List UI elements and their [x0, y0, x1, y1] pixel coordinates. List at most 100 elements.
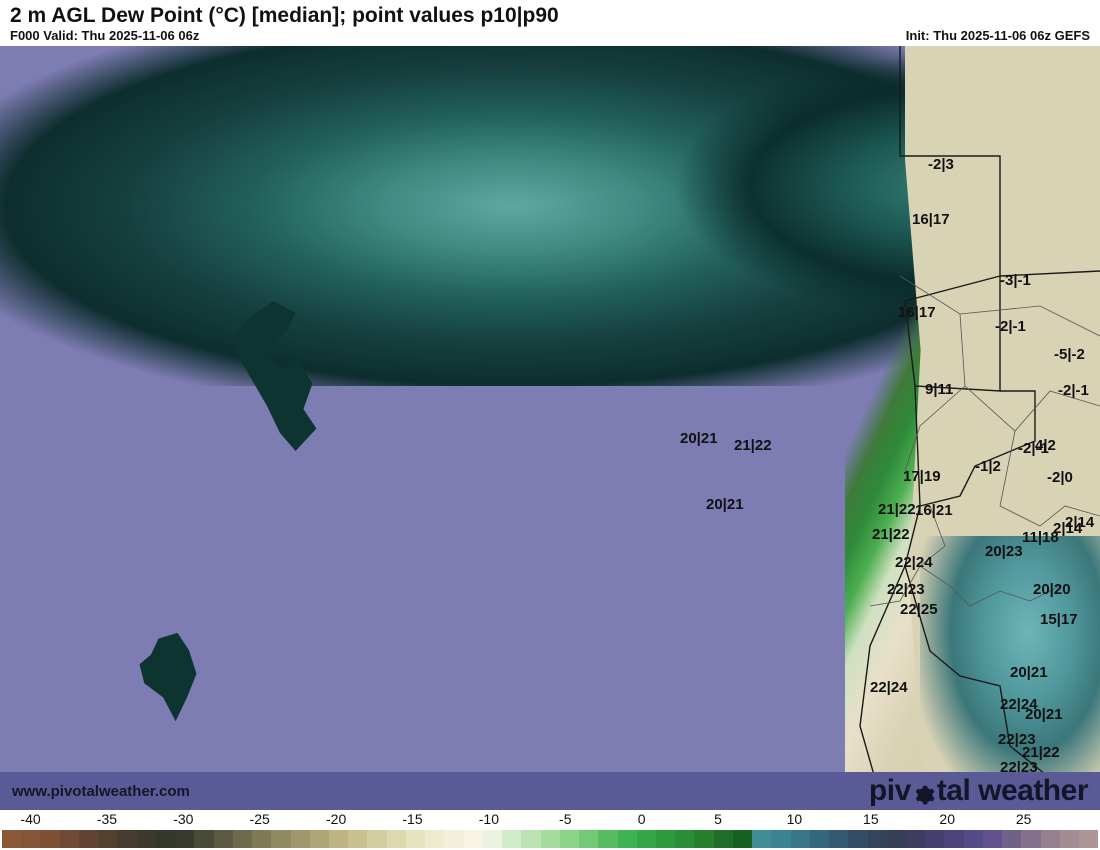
colorbar-tick--40: -40 — [20, 811, 40, 827]
colorbar-segment-49[interactable] — [944, 830, 963, 848]
point-value-label-31[interactable]: 20|21 — [1025, 706, 1063, 723]
point-value-label-12[interactable]: 17|19 — [903, 468, 941, 485]
colorbar-segment-32[interactable] — [618, 830, 637, 848]
colorbar-segment-24[interactable] — [464, 830, 483, 848]
point-value-label-0[interactable]: 20|21 — [680, 430, 718, 447]
colorbar-segment-44[interactable] — [848, 830, 867, 848]
colorbar-segment-41[interactable] — [791, 830, 810, 848]
colorbar-segment-37[interactable] — [714, 830, 733, 848]
colorbar-tick--5: -5 — [559, 811, 571, 827]
colorbar-segment-34[interactable] — [656, 830, 675, 848]
point-value-label-14[interactable]: -2|0 — [1047, 469, 1073, 486]
branding-bar: www.pivotalweather.com piv tal weather — [0, 772, 1100, 810]
colorbar-segment-48[interactable] — [925, 830, 944, 848]
point-value-label-20[interactable]: 21|22 — [872, 526, 910, 543]
point-value-label-27[interactable]: 22|25 — [900, 601, 938, 618]
colorbar-segment-35[interactable] — [675, 830, 694, 848]
point-value-label-13[interactable]: -1|2 — [975, 458, 1001, 475]
point-value-label-21[interactable]: 2|14 — [1053, 520, 1082, 537]
colorbar-segment-38[interactable] — [733, 830, 752, 848]
point-value-label-1[interactable]: 21|22 — [734, 437, 772, 454]
point-value-label-5[interactable]: -3|-1 — [1000, 272, 1031, 289]
colorbar-segment-19[interactable] — [367, 830, 386, 848]
colorbar-segment-45[interactable] — [868, 830, 887, 848]
point-value-label-4[interactable]: 16|17 — [912, 211, 950, 228]
point-value-label-26[interactable]: 15|17 — [1040, 611, 1078, 628]
colorbar-segment-10[interactable] — [194, 830, 213, 848]
colorbar-segment-21[interactable] — [406, 830, 425, 848]
colorbar-segment-15[interactable] — [291, 830, 310, 848]
logo-text-tal-weather: tal weather — [937, 774, 1088, 808]
point-value-label-25[interactable]: 22|23 — [887, 581, 925, 598]
colorbar-segment-31[interactable] — [598, 830, 617, 848]
colorbar-segment-42[interactable] — [810, 830, 829, 848]
colorbar-segment-12[interactable] — [233, 830, 252, 848]
colorbar-segment-6[interactable] — [117, 830, 136, 848]
colorbar-segment-33[interactable] — [637, 830, 656, 848]
colorbar-segment-50[interactable] — [964, 830, 983, 848]
point-value-label-17[interactable]: 21|22 — [878, 501, 916, 518]
colorbar-segment-20[interactable] — [387, 830, 406, 848]
site-url-label: www.pivotalweather.com — [12, 783, 190, 800]
page-title: 2 m AGL Dew Point (°C) [median]; point v… — [10, 4, 1090, 28]
colorbar-segment-4[interactable] — [79, 830, 98, 848]
colorbar-segment-29[interactable] — [560, 830, 579, 848]
colorbar-segment-13[interactable] — [252, 830, 271, 848]
colorbar-footer[interactable]: -40 -35 -30 -25 -20 -15 -10 -5 0 5 10 15 20 25 — [0, 810, 1100, 850]
point-value-label-29[interactable]: 20|21 — [1010, 664, 1048, 681]
point-value-label-3[interactable]: -2|3 — [928, 156, 954, 173]
colorbar-segment-9[interactable] — [175, 830, 194, 848]
colorbar-segment-2[interactable] — [40, 830, 59, 848]
point-value-label-7[interactable]: -2|-1 — [995, 318, 1026, 335]
colorbar-segment-14[interactable] — [271, 830, 290, 848]
colorbar-segment-54[interactable] — [1041, 830, 1060, 848]
point-value-label-22[interactable]: 22|24 — [895, 554, 933, 571]
colorbar-segment-30[interactable] — [579, 830, 598, 848]
colorbar-segment-1[interactable] — [21, 830, 40, 848]
point-value-label-8[interactable]: -5|-2 — [1054, 346, 1085, 363]
colorbar-segment-52[interactable] — [1002, 830, 1021, 848]
colorbar-segment-56[interactable] — [1079, 830, 1098, 848]
colorbar-segment-55[interactable] — [1060, 830, 1079, 848]
point-value-label-6[interactable]: 16|17 — [898, 304, 936, 321]
colorbar-segment-28[interactable] — [541, 830, 560, 848]
colorbar-segment-16[interactable] — [310, 830, 329, 848]
colorbar-segment-0[interactable] — [2, 830, 21, 848]
colorbar-tick--15: -15 — [402, 811, 422, 827]
colorbar-segment-36[interactable] — [694, 830, 713, 848]
colorbar-segment-47[interactable] — [906, 830, 925, 848]
colorbar-segment-23[interactable] — [444, 830, 463, 848]
colorbar-segment-40[interactable] — [771, 830, 790, 848]
colorbar-segment-5[interactable] — [98, 830, 117, 848]
point-value-label-23[interactable]: 20|23 — [985, 543, 1023, 560]
colorbar-tick--20: -20 — [326, 811, 346, 827]
point-value-label-9[interactable]: 9|11 — [925, 381, 953, 398]
colorbar-tick-0: 0 — [638, 811, 646, 827]
colorbar-tick--35: -35 — [97, 811, 117, 827]
colorbar-segment-26[interactable] — [502, 830, 521, 848]
dewpoint-map-canvas[interactable]: 20|21 21|22 20|21 -2|3 16|17 -3|-1 16|17 -2|-1 -… — [0, 46, 1100, 810]
colorbar-segment-53[interactable] — [1021, 830, 1040, 848]
colorbar-segment-22[interactable] — [425, 830, 444, 848]
colorbar-segment-43[interactable] — [829, 830, 848, 848]
colorbar-segment-17[interactable] — [329, 830, 348, 848]
point-value-label-24[interactable]: 20|20 — [1033, 581, 1071, 598]
colorbar-segment-11[interactable] — [214, 830, 233, 848]
colorbar-segment-8[interactable] — [156, 830, 175, 848]
colorbar-tick--10: -10 — [479, 811, 499, 827]
colorbar-segment-46[interactable] — [887, 830, 906, 848]
point-value-label-10[interactable]: -2|-1 — [1058, 382, 1089, 399]
colorbar-segment-51[interactable] — [983, 830, 1002, 848]
colorbar-tick-5: 5 — [714, 811, 722, 827]
point-value-label-18[interactable]: 16|21 — [915, 502, 953, 519]
colorbar-segment-3[interactable] — [60, 830, 79, 848]
point-value-label-28[interactable]: 22|24 — [870, 679, 908, 696]
colorbar-segment-25[interactable] — [483, 830, 502, 848]
colorbar-segment-7[interactable] — [137, 830, 156, 848]
colorbar-segment-18[interactable] — [348, 830, 367, 848]
colorbar-segment-39[interactable] — [752, 830, 771, 848]
colorbar-segment-27[interactable] — [521, 830, 540, 848]
pivotal-weather-logo: piv tal weather — [869, 774, 1088, 808]
point-value-label-2[interactable]: 20|21 — [706, 496, 744, 513]
point-value-label-15[interactable]: 4|2 — [1035, 437, 1056, 454]
